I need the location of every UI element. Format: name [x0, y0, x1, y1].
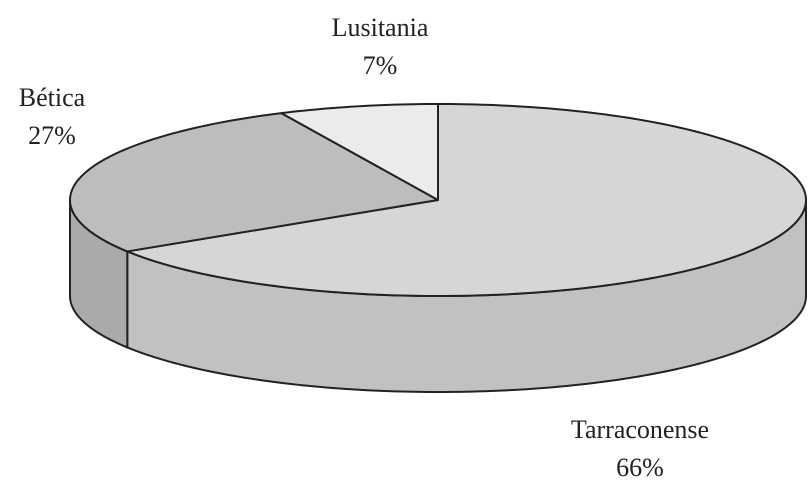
slice-label: Bética [19, 83, 86, 112]
pie-slice [280, 103, 439, 201]
slice-value-label: 27% [28, 121, 76, 150]
pie-slice [126, 103, 807, 297]
pie-slice [69, 112, 439, 253]
slice-value-label: 7% [363, 51, 398, 80]
slice-value-label: 66% [616, 453, 664, 481]
slice-label: Tarraconense [571, 415, 709, 444]
slice-label: Lusitania [332, 13, 429, 42]
